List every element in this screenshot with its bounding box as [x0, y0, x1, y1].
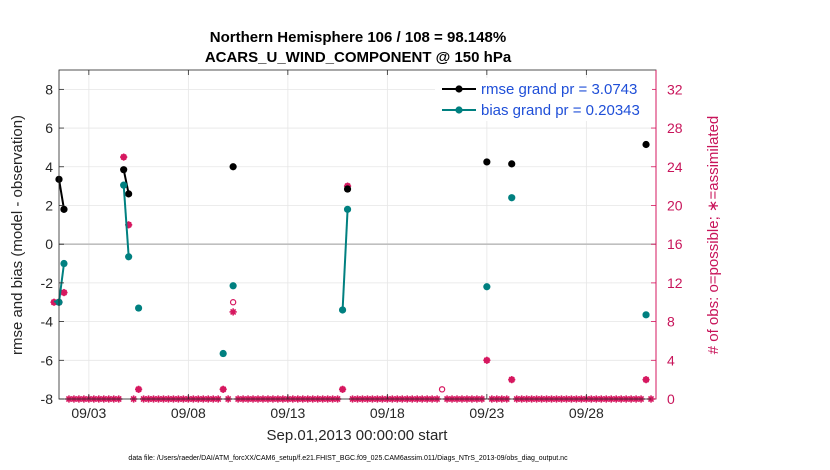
y2-axis-ticks: 0 4 8 12 16 20 24 28 32 — [651, 70, 683, 407]
series-lines — [53, 140, 650, 358]
asterisk-stroke — [642, 376, 650, 383]
rmse-line-segment-0 — [58, 179, 65, 210]
bias-point-2-0 — [135, 304, 143, 312]
asterisk-stroke — [339, 386, 346, 393]
bias-line-segment-1 — [122, 185, 130, 257]
x-axis-label: Sep.01,2013 00:00:00 start — [267, 427, 449, 444]
bias-point-5-0 — [338, 306, 347, 314]
obs-assimilated-point-14 — [120, 153, 128, 161]
y2-tick-label-2: 8 — [667, 314, 675, 330]
rmse-point-2-0 — [229, 163, 237, 171]
obs-assimilated-point-58 — [338, 385, 347, 393]
y-tick-label-4: 0 — [45, 236, 53, 252]
bias-point-4-0 — [229, 282, 237, 290]
asterisk-stroke — [60, 289, 68, 296]
x-tick-label-5: 09/28 — [569, 405, 604, 421]
x-tick-label-3: 09/18 — [370, 405, 405, 421]
rmse-point-0-1 — [60, 205, 68, 213]
rmse-point-1-0 — [120, 166, 128, 174]
rmse-point-5-0 — [508, 160, 516, 168]
obs-assimilated-point-36 — [229, 308, 237, 316]
obs-assimilated-point-118 — [642, 376, 650, 384]
y2-tick-label-7: 28 — [667, 120, 683, 136]
y-tick-label-0: -8 — [41, 391, 54, 407]
y-tick-label-5: 2 — [45, 197, 53, 213]
chart-subtitle: ACARS_U_WIND_COMPONENT @ 150 hPa — [205, 49, 512, 66]
y-tick-label-6: 4 — [45, 159, 53, 175]
y2-tick-label-6: 24 — [667, 159, 683, 175]
x-tick-label-2: 09/13 — [270, 405, 305, 421]
obs-possible-point-7 — [229, 299, 237, 306]
legend-rmse-label: rmse grand pr = 3.0743 — [481, 81, 637, 98]
y2-tick-label-8: 32 — [667, 81, 683, 97]
y-tick-label-7: 6 — [45, 120, 53, 136]
y-tick-label-2: -4 — [41, 314, 54, 330]
obs-assimilated-point-91 — [508, 376, 516, 384]
chart-title: Northern Hemisphere 106 / 108 = 98.148% — [210, 29, 506, 46]
rmse-point-1-1 — [125, 190, 133, 198]
bias-point-1-1 — [125, 253, 133, 261]
y2-tick-label-1: 4 — [667, 352, 675, 368]
asterisk-stroke — [483, 357, 490, 364]
y-axis-label: rmse and bias (model - observation) — [9, 115, 26, 355]
obs-assimilated-point-86 — [483, 356, 491, 364]
y-tick-label-1: -6 — [41, 352, 54, 368]
y2-tick-label-3: 12 — [667, 275, 683, 291]
bias-point-7-0 — [508, 194, 516, 202]
legend-rmse-marker — [455, 85, 463, 93]
rmse-point-3-0 — [343, 185, 352, 193]
legend: rmse grand pr = 3.0743 bias grand pr = 0… — [435, 78, 652, 121]
bias-point-1-0 — [120, 181, 128, 189]
bias-point-5-1 — [343, 205, 352, 213]
y2-tick-label-5: 20 — [667, 197, 683, 213]
y2-axis-label: # of obs: o=possible; ∗=assimilated — [705, 116, 722, 355]
x-axis-ticks: 09/03 09/08 09/13 09/18 09/23 09/28 — [71, 70, 604, 421]
bias-point-0-2 — [60, 259, 68, 268]
asterisk-stroke — [120, 154, 127, 161]
y-axis-ticks: -8 -6 -4 -2 0 2 4 6 8 — [41, 81, 64, 407]
y-tick-label-8: 8 — [45, 81, 53, 97]
rmse-point-4-0 — [483, 158, 491, 166]
rmse-point-6-0 — [642, 140, 650, 149]
x-tick-label-0: 09/03 — [71, 405, 106, 421]
y2-tick-label-0: 0 — [667, 391, 675, 407]
legend-box — [435, 78, 652, 121]
bias-point-8-0 — [642, 311, 650, 319]
y-tick-label-3: -2 — [41, 275, 54, 291]
asterisk-stroke — [230, 308, 237, 315]
obs-possible-point-10 — [438, 386, 446, 393]
asterisk-stroke — [508, 376, 515, 383]
bias-point-3-0 — [219, 349, 227, 358]
rmse-line-segment-1 — [122, 169, 130, 195]
asterisk-stroke — [135, 386, 142, 393]
legend-bias-label: bias grand pr = 0.20343 — [481, 102, 640, 119]
obs-assimilated-point-2 — [60, 288, 68, 297]
legend-bias-marker — [455, 106, 463, 114]
x-tick-label-1: 09/08 — [171, 405, 206, 421]
asterisk-stroke — [220, 386, 227, 393]
bias-line-segment-5 — [341, 209, 349, 311]
y2-tick-label-4: 16 — [667, 236, 683, 252]
obs-assimilated-point-34 — [219, 385, 227, 393]
x-tick-label-4: 09/23 — [469, 405, 504, 421]
obs-assimilated-point-17 — [135, 385, 143, 393]
bias-point-6-0 — [483, 283, 491, 291]
data-file-footer: data file: /Users/raeder/DAI/ATM_forcXX/… — [128, 455, 568, 462]
